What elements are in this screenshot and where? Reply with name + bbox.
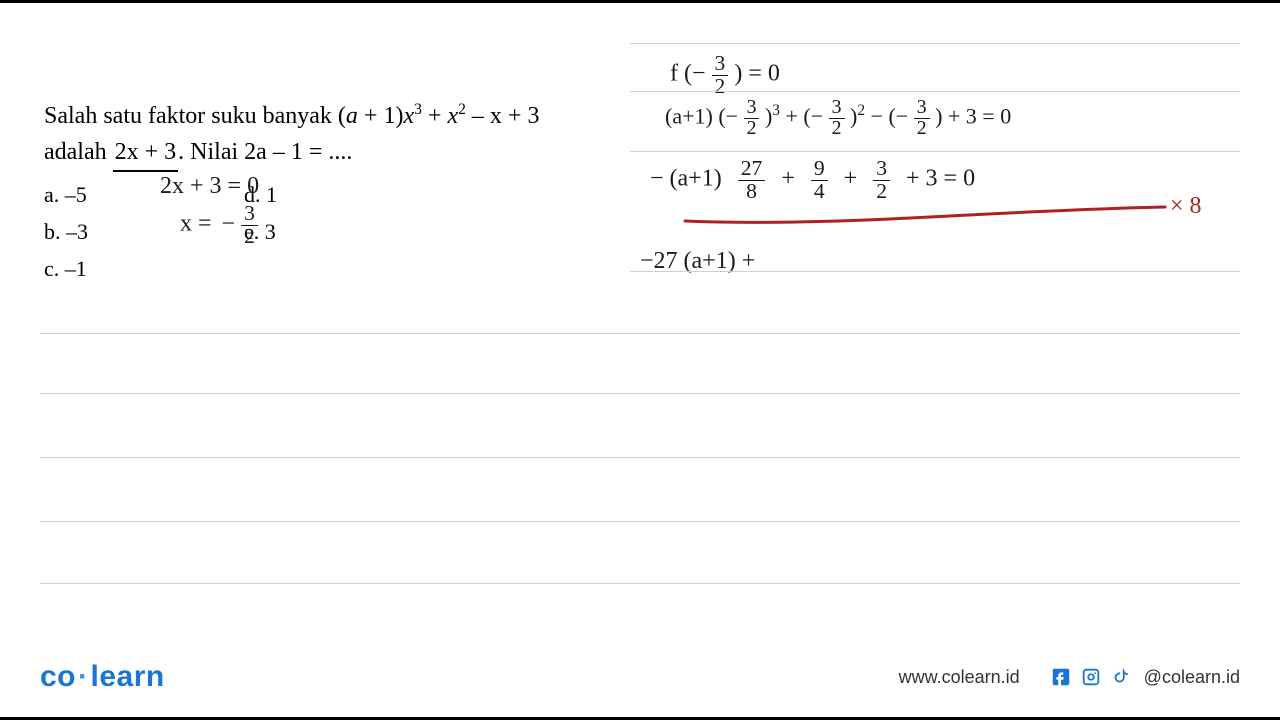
ruled-line — [630, 43, 1240, 44]
hw-x-equals: x = − 32 — [180, 203, 258, 247]
hw-red-underline — [680, 203, 1170, 233]
problem-factor-underline: 2x + 3 — [113, 134, 179, 172]
options-grid: a. –5 d. 1 b. –3 e. 3 c. –1 — [44, 178, 604, 285]
ruled-line — [40, 583, 1240, 584]
problem-line1: Salah satu faktor suku banyak (a + 1)x3 … — [44, 103, 539, 129]
tiktok-icon — [1110, 666, 1132, 688]
footer: co·learn www.colearn.id @colearn.id — [0, 637, 1280, 717]
ruled-line — [630, 91, 1240, 92]
facebook-icon — [1050, 666, 1072, 688]
page-frame: Salah satu faktor suku banyak (a + 1)x3 … — [0, 0, 1280, 720]
hw-times-8: × 8 — [1170, 193, 1202, 220]
hw-2x-plus-3: 2x + 3 = 0 — [160, 173, 259, 200]
problem-text: Salah satu faktor suku banyak (a + 1)x3 … — [44, 98, 604, 285]
option-d: d. 1 — [244, 178, 394, 211]
social-icons: @colearn.id — [1050, 666, 1240, 688]
footer-url: www.colearn.id — [899, 667, 1020, 688]
problem-line2: adalah 2x + 3. Nilai 2a – 1 = .... — [44, 139, 352, 165]
social-handle: @colearn.id — [1144, 667, 1240, 688]
hw-substitution: (a+1) (− 32 )3 + (− 32 )2 − (− 32 ) + 3 … — [665, 98, 1011, 139]
hw-simplified: − (a+1) 278 + 94 + 32 + 3 = 0 — [650, 158, 975, 202]
option-c: c. –1 — [44, 252, 244, 285]
ruled-line — [630, 151, 1240, 152]
ruled-line — [40, 457, 1240, 458]
option-e: e. 3 — [244, 215, 394, 248]
logo: co·learn — [40, 660, 165, 694]
instagram-icon — [1080, 666, 1102, 688]
ruled-line — [40, 521, 1240, 522]
ruled-line — [630, 271, 1240, 272]
content-area: Salah satu faktor suku banyak (a + 1)x3 … — [40, 43, 1240, 627]
ruled-line — [40, 333, 1240, 334]
ruled-line — [40, 393, 1240, 394]
